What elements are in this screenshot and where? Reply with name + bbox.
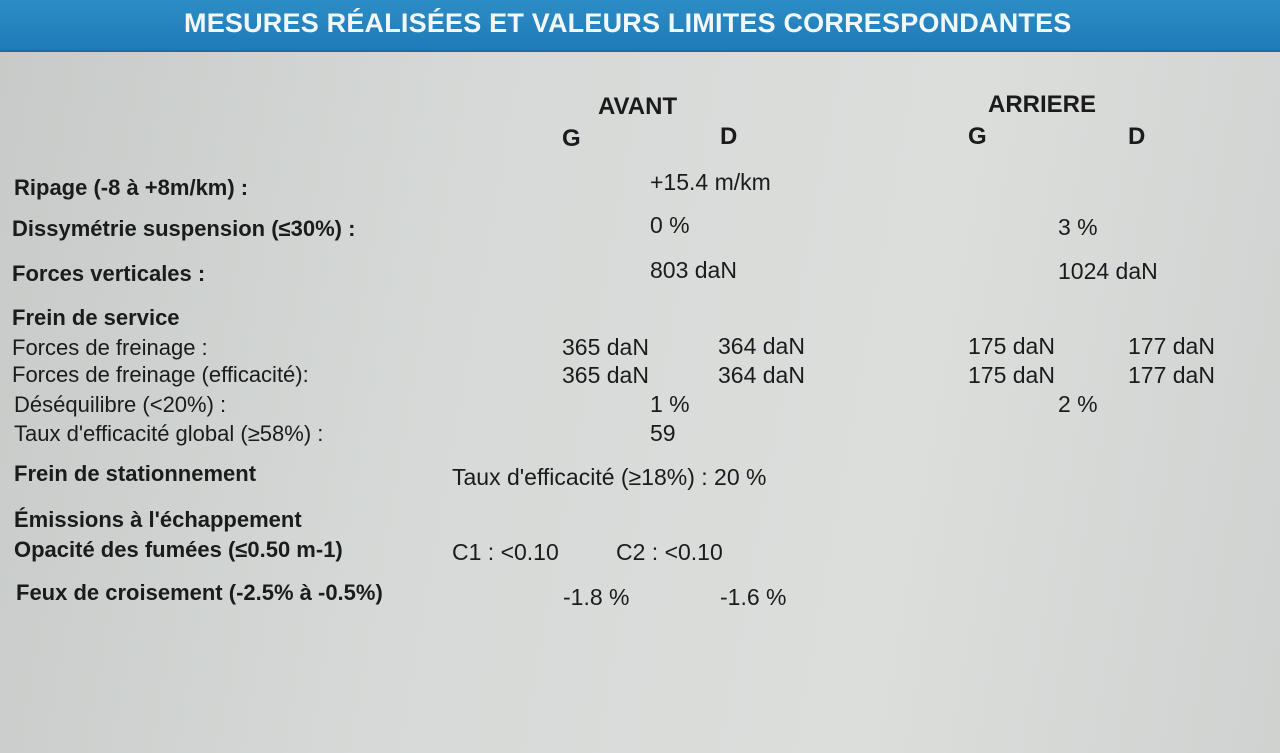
desequilibre-avant-value: 1 %	[650, 391, 690, 417]
taux-global-label: Taux d'efficacité global (≥58%) :	[14, 421, 324, 446]
frein-stationnement-title: Frein de stationnement	[14, 461, 257, 486]
desequilibre-label: Déséquilibre (<20%) :	[14, 392, 227, 417]
opacite-c2-value: C2 : <0.10	[616, 539, 723, 565]
frein-service-title: Frein de service	[12, 305, 180, 330]
column-header-avant: AVANT	[598, 93, 678, 120]
emissions-title: Émissions à l'échappement	[14, 507, 302, 532]
column-header-avant-d: D	[720, 123, 738, 150]
forces-efficacite-arriere-g: 175 daN	[968, 362, 1055, 388]
forces-verticales-label: Forces verticales :	[12, 261, 206, 286]
forces-efficacite-avant-g: 365 daN	[562, 362, 649, 388]
opacite-c1-value: C1 : <0.10	[452, 539, 559, 565]
forces-efficacite-avant-d: 364 daN	[718, 362, 805, 388]
page-title: MESURES RÉALISÉES ET VALEURS LIMITES COR…	[184, 8, 1072, 38]
forces-efficacite-arriere-d: 177 daN	[1128, 362, 1215, 388]
taux-global-value: 59	[650, 420, 676, 446]
forces-verticales-arriere-value: 1024 daN	[1058, 258, 1158, 284]
column-header-arriere: ARRIERE	[988, 91, 1097, 118]
column-header-arriere-g: G	[968, 123, 987, 150]
ripage-value: +15.4 m/km	[650, 169, 771, 195]
dissymetrie-arriere-value: 3 %	[1058, 214, 1098, 240]
frein-stationnement-value: Taux d'efficacité (≥18%) : 20 %	[452, 464, 767, 490]
feux-croisement-droite-value: -1.6 %	[720, 584, 787, 610]
column-header-avant-g: G	[562, 125, 581, 152]
forces-efficacite-label: Forces de freinage (efficacité):	[12, 362, 309, 387]
opacite-label: Opacité des fumées (≤0.50 m-1)	[14, 537, 343, 562]
header-banner: MESURES RÉALISÉES ET VALEURS LIMITES COR…	[0, 0, 1280, 52]
dissymetrie-avant-value: 0 %	[650, 212, 690, 238]
forces-freinage-avant-g: 365 daN	[562, 334, 649, 360]
feux-croisement-label: Feux de croisement (-2.5% à -0.5%)	[16, 580, 383, 605]
forces-freinage-arriere-g: 175 daN	[968, 333, 1055, 359]
forces-freinage-avant-d: 364 daN	[718, 333, 805, 359]
ripage-label: Ripage (-8 à +8m/km) :	[14, 175, 249, 200]
column-header-arriere-d: D	[1128, 123, 1146, 150]
desequilibre-arriere-value: 2 %	[1058, 391, 1098, 417]
dissymetrie-label: Dissymétrie suspension (≤30%) :	[12, 216, 356, 241]
forces-freinage-arriere-d: 177 daN	[1128, 333, 1215, 359]
forces-freinage-label: Forces de freinage :	[12, 335, 208, 360]
feux-croisement-gauche-value: -1.8 %	[563, 584, 630, 610]
forces-verticales-avant-value: 803 daN	[650, 257, 737, 283]
